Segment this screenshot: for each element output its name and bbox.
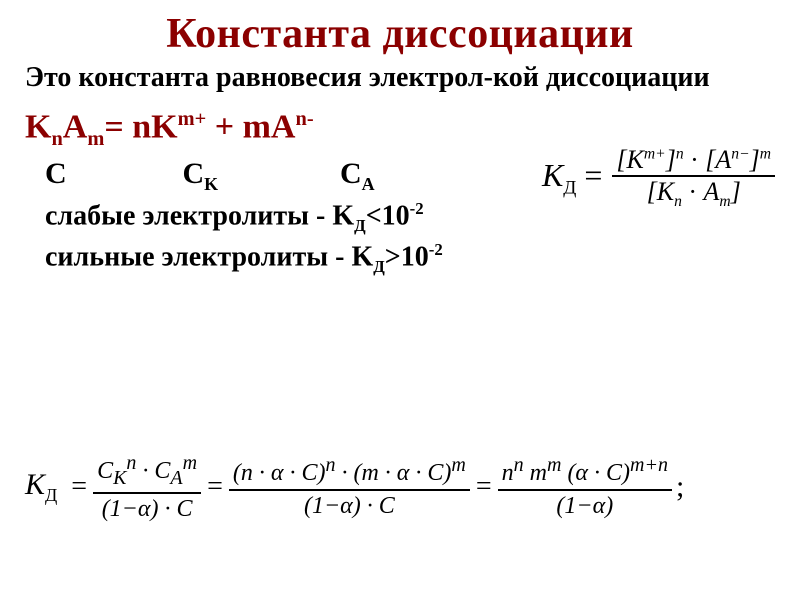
ck-base: С bbox=[183, 157, 205, 190]
kd-denominator: [Kn · Am] bbox=[612, 177, 775, 211]
kd2-num-2: (n · α · C)n · (m · α · C)m bbox=[229, 454, 470, 491]
eq-r2-base: A bbox=[271, 109, 296, 146]
dissociation-row: KnAm= nKm+ + mAn- bbox=[25, 102, 775, 151]
den-a: A bbox=[704, 177, 720, 206]
eq-r1-base: K bbox=[151, 109, 177, 146]
kd2-lhs: KД bbox=[25, 468, 57, 506]
den-dot-icon: · bbox=[682, 177, 704, 206]
eq-equals: = bbox=[104, 109, 123, 146]
weak-label: слабые электролиты - K bbox=[45, 201, 354, 232]
ck-sub: K bbox=[204, 174, 218, 194]
ca-base: С bbox=[340, 157, 362, 190]
num-a-bracket: ] bbox=[750, 145, 760, 174]
strong-op: >10 bbox=[385, 242, 429, 273]
eq-left-k-sub: n bbox=[51, 128, 62, 150]
kd2-num-1: CКn · CAm bbox=[93, 452, 201, 494]
strong-electrolytes-line: сильные электролиты - KД>10-2 bbox=[45, 240, 775, 277]
eq-r2-sup: n- bbox=[295, 108, 313, 130]
eq-left-a-sub: m bbox=[87, 128, 104, 150]
weak-sub: Д bbox=[354, 216, 366, 235]
den-k: [K bbox=[647, 177, 674, 206]
slide: Константа диссоциации Это константа равн… bbox=[0, 0, 800, 600]
num-k: [K bbox=[616, 145, 643, 174]
kd-lhs-base: K bbox=[542, 157, 563, 193]
eq-left-a: A bbox=[63, 109, 88, 146]
kd-rhs: [Km+]n · [An−]m [Kn · Am] bbox=[612, 145, 775, 211]
eq-sign-2: = bbox=[207, 471, 223, 503]
num-a: [A bbox=[705, 145, 731, 174]
eq-sign-3: = bbox=[476, 471, 492, 503]
strong-label: сильные электролиты - K bbox=[45, 242, 373, 273]
num-k-pow: n bbox=[676, 145, 684, 162]
eq-r2-coef: m bbox=[243, 109, 271, 146]
kd-lhs: KД = bbox=[542, 157, 602, 199]
kd-fraction-body: [Km+]n · [An−]m [Kn · Am] bbox=[612, 145, 775, 211]
eq-sign-1: = bbox=[71, 471, 87, 503]
kd2-den-2: (1−α) · C bbox=[229, 491, 470, 520]
num-a-pow: m bbox=[760, 145, 771, 162]
eq-r1-sup: m+ bbox=[178, 108, 207, 130]
strong-sub: Д bbox=[373, 257, 385, 276]
kd-derivation: KД = CКn · CAm (1−α) · C = (n · α · C)n … bbox=[25, 452, 684, 523]
kd-numerator: [Km+]n · [An−]m bbox=[612, 145, 775, 177]
semicolon: ; bbox=[676, 470, 684, 504]
kd2-frac-2: (n · α · C)n · (m · α · C)m (1−α) · C bbox=[229, 454, 470, 520]
num-k-bracket: ] bbox=[666, 145, 676, 174]
concentration-ca: СA bbox=[340, 157, 375, 190]
kd-fraction: KД = [Km+]n · [An−]m [Kn · Am] bbox=[542, 145, 775, 211]
weak-op: <10 bbox=[366, 201, 410, 232]
definition-text: Это константа равновесия электрол-кой ди… bbox=[25, 62, 775, 94]
kd2-frac-3: nn mm (α · C)m+n (1−α) bbox=[498, 454, 672, 520]
concentration-ck: СK bbox=[183, 157, 333, 195]
kd2-lhs-sub: Д bbox=[45, 485, 57, 505]
den-bracket: ] bbox=[731, 177, 741, 206]
kd2-den-3: (1−α) bbox=[498, 491, 672, 520]
strong-exp: -2 bbox=[429, 240, 443, 259]
kd2-frac-1: CКn · CAm (1−α) · C bbox=[93, 452, 201, 523]
kd2-lhs-base: K bbox=[25, 468, 45, 501]
num-k-charge: m+ bbox=[644, 145, 666, 162]
eq-plus: + bbox=[206, 109, 242, 146]
num-a-charge: n− bbox=[731, 145, 749, 162]
ca-sub: A bbox=[362, 174, 375, 194]
eq-r1-coef: n bbox=[132, 109, 151, 146]
concentration-c: С bbox=[45, 157, 175, 191]
kd-lhs-eq: = bbox=[576, 157, 602, 193]
kd-lhs-sub: Д bbox=[563, 177, 576, 198]
slide-title: Константа диссоциации bbox=[25, 10, 775, 58]
den-a-sub: m bbox=[719, 193, 730, 210]
dissociation-equation: KnAm= nKm+ + mAn- bbox=[25, 108, 314, 151]
den-k-sub: n bbox=[674, 193, 682, 210]
weak-exp: -2 bbox=[410, 199, 424, 218]
num-dot-icon: · bbox=[684, 145, 706, 174]
kd2-den-1: (1−α) · C bbox=[93, 494, 201, 523]
eq-left-k: K bbox=[25, 109, 51, 146]
kd2-num-3: nn mm (α · C)m+n bbox=[498, 454, 672, 491]
